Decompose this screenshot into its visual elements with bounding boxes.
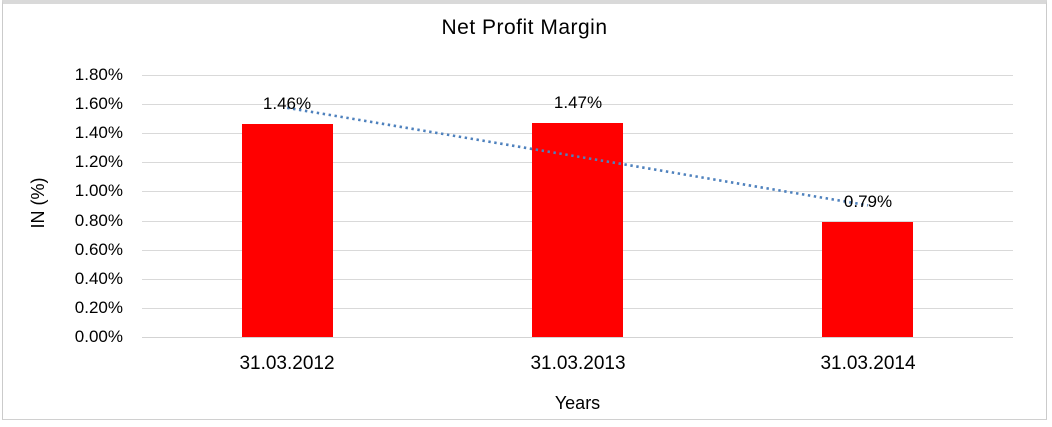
y-axis-tick-labels: 1.80% 1.60% 1.40% 1.20% 1.00% 0.80% 0.60% 0.40%… (3, 0, 123, 427)
x-axis-title: Years (554, 393, 601, 413)
y-tick-label: 1.60% (74, 94, 123, 113)
y-tick-label: 1.20% (74, 152, 123, 171)
bar-31.03.2012 (242, 124, 333, 337)
bar-data-label: 1.47% (553, 93, 603, 112)
y-axis-title: IN (%) (28, 177, 48, 229)
y-tick-label: 0.00% (74, 327, 123, 346)
bar-data-label: 0.79% (843, 192, 893, 211)
y-tick-label: 0.60% (74, 240, 123, 259)
gridline (142, 104, 1013, 105)
y-tick-label: 0.40% (74, 269, 123, 288)
y-tick-label: 1.40% (74, 123, 123, 142)
bar-data-label: 1.46% (262, 94, 312, 113)
y-tick-label: 0.20% (74, 298, 123, 317)
x-category-label: 31.03.2014 (820, 353, 916, 374)
trendline-dotted-line (286, 106, 869, 207)
x-category-label: 31.03.2013 (530, 353, 626, 374)
x-category-label: 31.03.2012 (239, 353, 335, 374)
y-tick-label: 0.80% (74, 211, 123, 230)
chart-border-frame (2, 0, 1047, 420)
bar-31.03.2014 (822, 222, 913, 337)
x-axis-line (142, 337, 1013, 338)
y-tick-label: 1.80% (74, 65, 123, 84)
bar-31.03.2013 (532, 123, 623, 337)
gridline (142, 75, 1013, 76)
y-tick-label: 1.00% (74, 181, 123, 200)
chart-title: Net Profit Margin (441, 16, 608, 39)
